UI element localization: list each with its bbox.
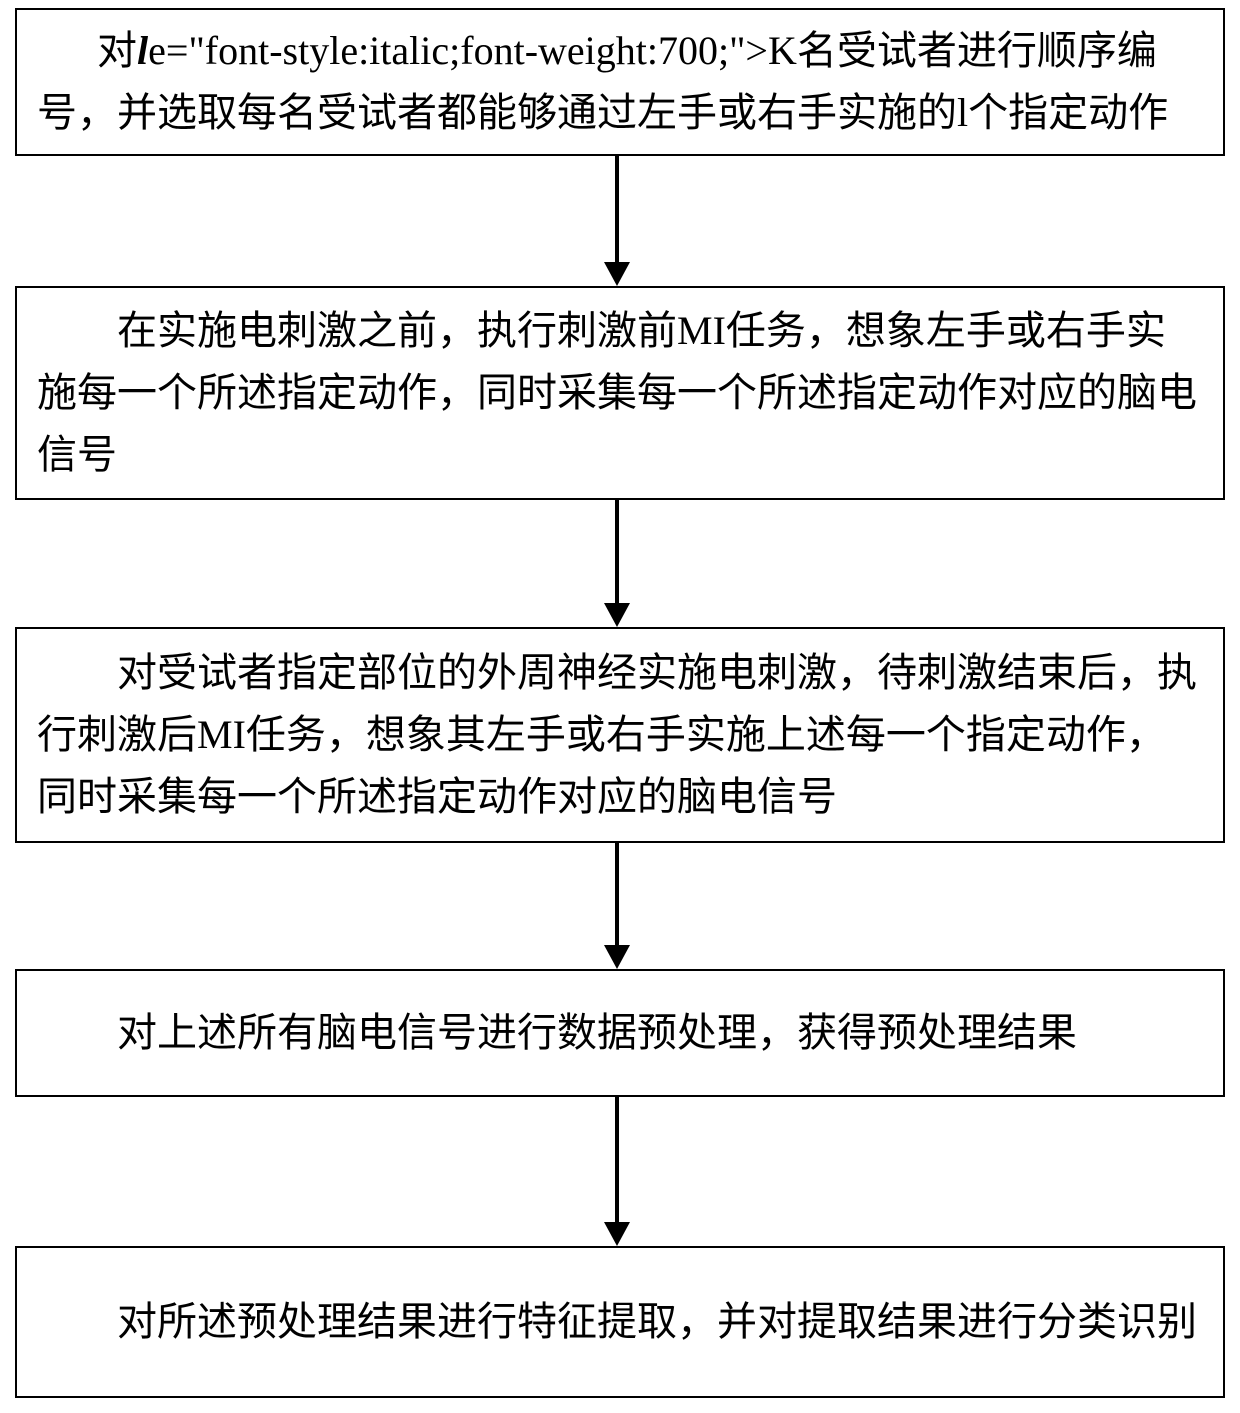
flow-edge-1-head	[604, 262, 630, 286]
flow-node-step4-text: 对上述所有脑电信号进行数据预处理，获得预处理结果	[37, 1002, 1203, 1064]
flow-node-step4: 对上述所有脑电信号进行数据预处理，获得预处理结果	[15, 969, 1225, 1097]
flow-node-step5: 对所述预处理结果进行特征提取，并对提取结果进行分类识别	[15, 1246, 1225, 1398]
flow-node-step1-text: 对le="font-style:italic;font-weight:700;"…	[37, 0, 1203, 206]
flow-node-step5-text: 对所述预处理结果进行特征提取，并对提取结果进行分类识别	[37, 1291, 1203, 1353]
flow-node-step1: 对le="font-style:italic;font-weight:700;"…	[15, 8, 1225, 156]
flow-node-step2: 在实施电刺激之前，执行刺激前MI任务，想象左手或右手实施每一个所述指定动作，同时…	[15, 286, 1225, 500]
flowchart-canvas: 对le="font-style:italic;font-weight:700;"…	[0, 0, 1240, 1413]
flow-edge-2-head	[604, 603, 630, 627]
flow-edge-4-head	[604, 1222, 630, 1246]
flow-edge-3-head	[604, 945, 630, 969]
flow-node-step3-text: 对受试者指定部位的外周神经实施电刺激，待刺激结束后，执行刺激后MI任务，想象其左…	[37, 642, 1203, 828]
flow-edge-4-line	[615, 1097, 619, 1222]
flow-edge-2-line	[615, 500, 619, 603]
flow-node-step3: 对受试者指定部位的外周神经实施电刺激，待刺激结束后，执行刺激后MI任务，想象其左…	[15, 627, 1225, 843]
flow-node-step2-text: 在实施电刺激之前，执行刺激前MI任务，想象左手或右手实施每一个所述指定动作，同时…	[37, 300, 1203, 486]
flow-edge-3-line	[615, 843, 619, 945]
flow-edge-1-line	[615, 156, 619, 262]
